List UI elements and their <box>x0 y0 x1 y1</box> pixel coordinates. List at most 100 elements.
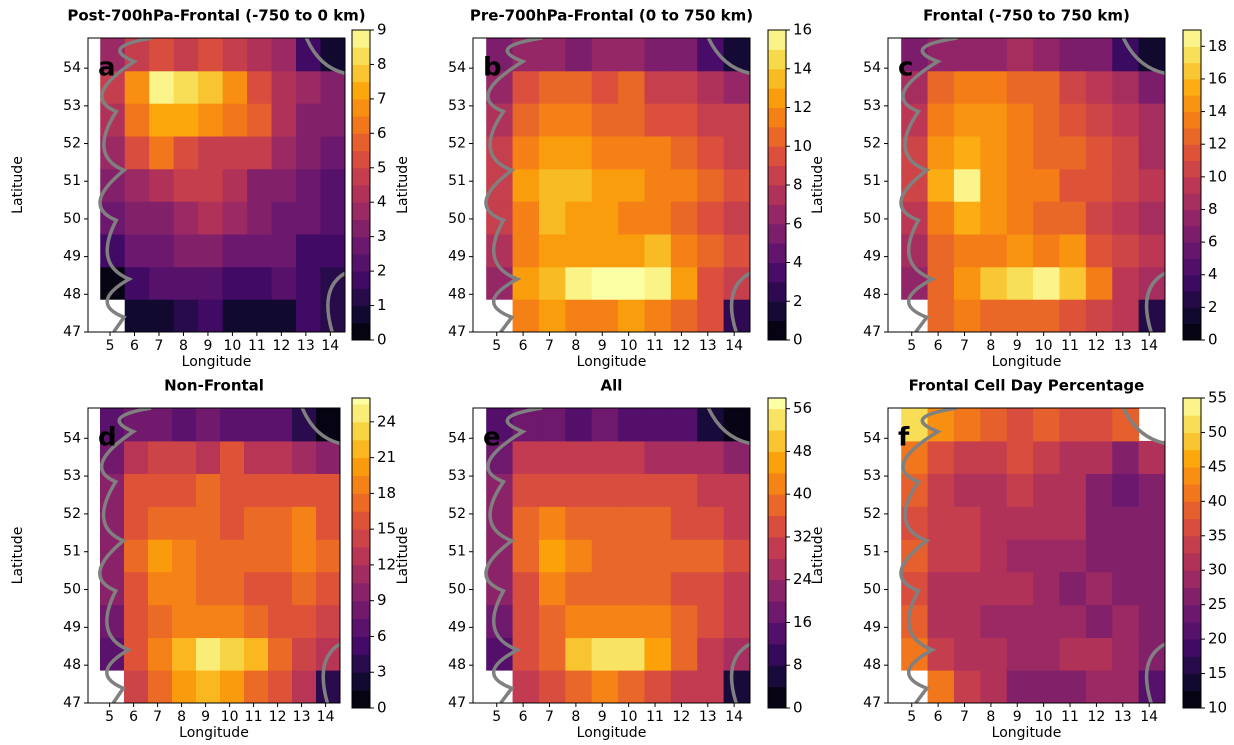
heatmap-cell <box>670 571 698 606</box>
y-tick-label: 47 <box>863 695 881 711</box>
y-tick-label: 47 <box>448 324 466 340</box>
heatmap-cell <box>271 201 297 235</box>
heatmap-cell <box>222 70 248 104</box>
heatmap-cell <box>320 299 345 332</box>
colorbar-band <box>352 529 370 548</box>
colorbar-tick-label: 3 <box>377 227 387 245</box>
heatmap-cell <box>644 201 672 235</box>
heatmap-cell <box>927 473 955 507</box>
heatmap-cell <box>296 136 322 170</box>
colorbar-tick-label: 8 <box>793 176 803 194</box>
colorbar-band <box>352 582 370 602</box>
heatmap-cell <box>953 38 981 72</box>
heatmap-cell <box>980 571 1008 606</box>
heatmap-cell <box>670 136 698 170</box>
colorbar-band <box>768 301 786 322</box>
heatmap-cell <box>244 604 269 639</box>
heatmap-cell <box>901 604 929 639</box>
heatmap-cell <box>1138 571 1165 606</box>
heatmap-cell <box>172 637 197 671</box>
heatmap-cell <box>980 506 1008 540</box>
heatmap-cell <box>244 637 269 671</box>
y-tick-label: 47 <box>863 324 881 340</box>
y-tick-label: 49 <box>63 249 81 265</box>
heatmap-cell <box>196 473 221 507</box>
heatmap-cell <box>1112 473 1140 507</box>
heatmap-cell <box>198 234 224 268</box>
heatmap-cell <box>173 38 199 72</box>
heatmap-cell <box>512 168 540 202</box>
heatmap-cell <box>1112 299 1140 332</box>
heatmap-cell <box>980 201 1008 235</box>
colorbar-band <box>768 223 786 244</box>
y-tick-label: 50 <box>63 582 81 598</box>
heatmap-cell <box>149 70 175 104</box>
heatmap-cell <box>670 473 698 507</box>
heatmap-cell <box>271 38 297 72</box>
heatmap-cell <box>1033 38 1060 72</box>
colorbar-tick-label: 32 <box>793 527 812 545</box>
colorbar-band <box>768 281 786 302</box>
colorbar-band <box>352 600 370 620</box>
heatmap-cell <box>538 234 566 268</box>
heatmap-cell <box>1033 136 1060 170</box>
colorbar-band <box>1183 604 1201 623</box>
heatmap-cell <box>1085 506 1113 540</box>
heatmap-cell <box>670 266 698 300</box>
heatmap-cell <box>644 506 672 540</box>
heatmap-cell <box>953 70 981 104</box>
heatmap-cell <box>723 539 750 573</box>
heatmap-cell <box>1085 70 1113 104</box>
heatmap-cell <box>538 70 566 104</box>
heatmap-cell <box>512 103 540 137</box>
heatmap-cell <box>1138 201 1165 235</box>
heatmap-cell <box>316 506 340 540</box>
colorbar-frame <box>1182 397 1202 709</box>
heatmap-cell <box>220 604 245 639</box>
x-tick-label: 12 <box>1087 709 1105 725</box>
colorbar-band <box>352 236 370 255</box>
heatmap-cell <box>953 440 981 474</box>
colorbar-band <box>352 403 370 423</box>
heatmap-cell <box>222 103 248 137</box>
heatmap-cell <box>953 506 981 540</box>
heatmap-cell <box>618 604 645 639</box>
heatmap-cell <box>149 38 175 72</box>
heatmap-cell <box>247 103 273 137</box>
y-tick-label: 48 <box>448 286 466 302</box>
heatmap-cell <box>316 539 340 573</box>
colorbar-tick-label: 8 <box>793 656 803 674</box>
heatmap-cell <box>296 103 322 137</box>
heatmap-cell <box>512 604 540 639</box>
heatmap-cell <box>173 201 199 235</box>
colorbar-tick-label: 9 <box>377 591 387 609</box>
panel-label: e <box>483 423 501 453</box>
heatmap-cell <box>927 604 955 639</box>
heatmap-cell <box>1006 670 1034 703</box>
heatmap-cell <box>565 168 593 202</box>
colorbar-tick-label: 14 <box>1208 102 1227 120</box>
colorbar-band <box>1183 690 1201 709</box>
heatmap-cell <box>618 266 645 300</box>
colorbar-band <box>352 305 370 324</box>
x-axis-label: Longitude <box>182 354 252 370</box>
heatmap-cell <box>1006 168 1034 202</box>
heatmap-cell <box>320 103 345 137</box>
heatmap-cell <box>927 670 955 703</box>
x-axis-label: Longitude <box>992 725 1062 741</box>
colorbar-band <box>768 49 786 70</box>
heatmap-cell <box>723 168 750 202</box>
heatmap <box>98 38 345 332</box>
x-tick-label: 12 <box>672 709 690 725</box>
x-tick-label: 5 <box>907 709 916 725</box>
heatmap-cell <box>1006 440 1034 474</box>
heatmap-cell <box>953 670 981 703</box>
x-tick-label: 11 <box>1061 338 1079 354</box>
colorbar-band <box>768 185 786 205</box>
y-tick-label: 52 <box>863 506 881 522</box>
heatmap-cell <box>292 604 317 639</box>
heatmap-cell <box>1006 637 1034 671</box>
chart-title: Pre-700hPa-Frontal (0 to 750 km) <box>470 7 753 25</box>
domain-outline <box>484 38 543 332</box>
y-tick-label: 51 <box>63 173 81 189</box>
